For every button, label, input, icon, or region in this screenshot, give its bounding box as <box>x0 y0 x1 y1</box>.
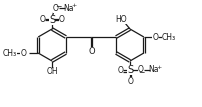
Text: O: O <box>127 77 133 85</box>
Text: Na: Na <box>148 65 158 74</box>
Text: S: S <box>49 15 55 25</box>
Text: O: O <box>53 4 59 13</box>
Text: O: O <box>117 66 123 75</box>
Text: HO: HO <box>115 15 126 24</box>
Text: −: − <box>55 2 61 11</box>
Text: −: − <box>137 68 143 77</box>
Text: S: S <box>126 65 132 75</box>
Text: CH₃: CH₃ <box>3 48 17 57</box>
Text: Na: Na <box>63 4 74 13</box>
Text: O: O <box>137 65 143 74</box>
Text: +: + <box>156 65 161 70</box>
Text: +: + <box>71 3 76 8</box>
Text: O: O <box>88 47 94 56</box>
Text: CH₃: CH₃ <box>161 33 175 42</box>
Text: OH: OH <box>46 68 58 77</box>
Text: O: O <box>20 48 26 57</box>
Text: O: O <box>152 33 158 42</box>
Text: O: O <box>58 15 64 24</box>
Text: O: O <box>39 15 45 24</box>
